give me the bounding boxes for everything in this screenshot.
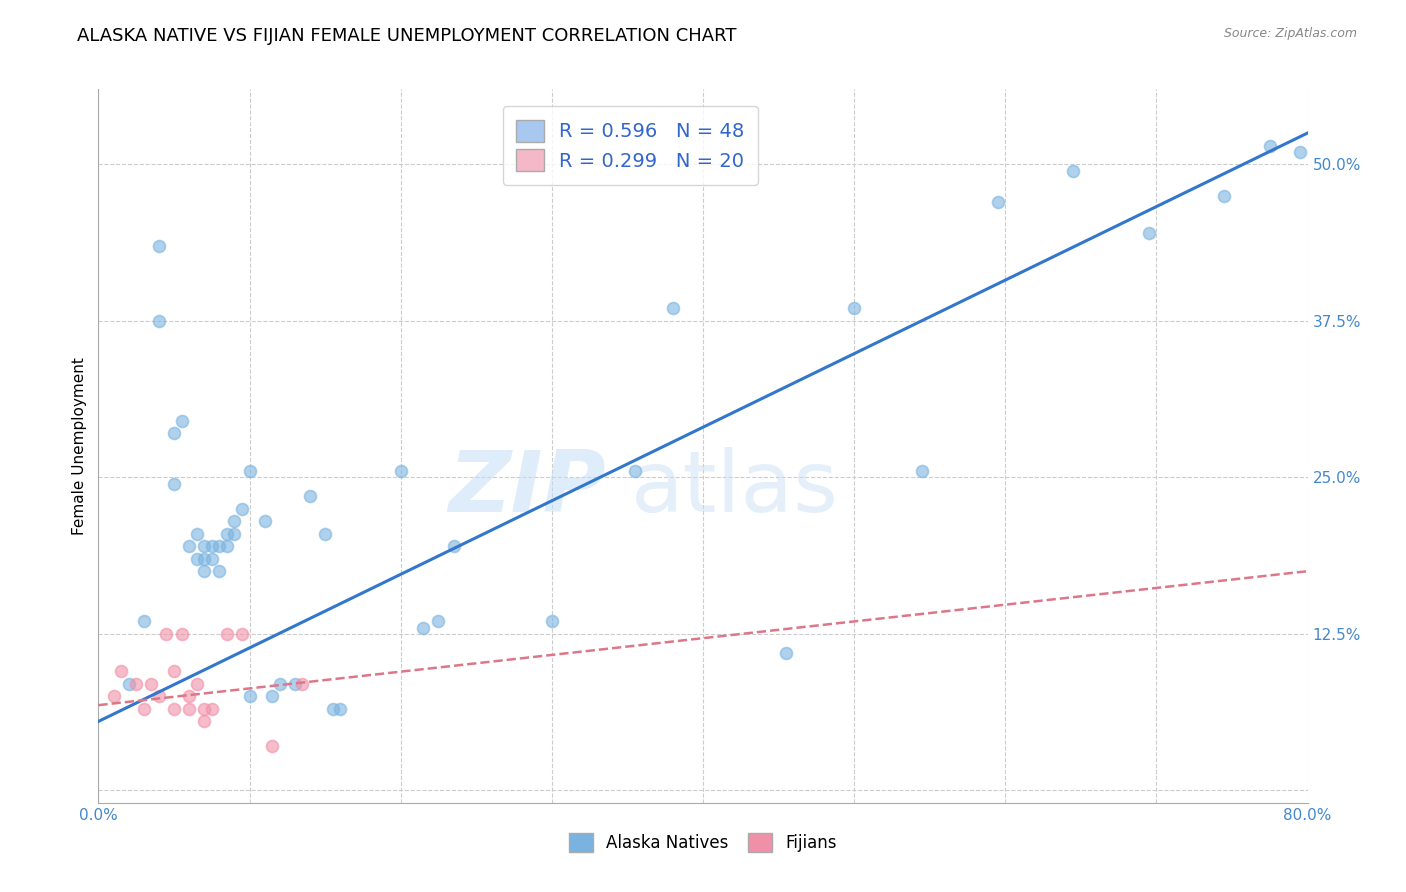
Point — [179, 539, 201, 553]
Point — [201, 702, 224, 716]
Point — [443, 539, 465, 553]
Point — [540, 614, 562, 628]
Y-axis label: Female Unemployment: Female Unemployment — [72, 357, 87, 535]
Point — [224, 526, 246, 541]
Point — [118, 677, 141, 691]
Point — [284, 677, 307, 691]
Text: ZIP: ZIP — [449, 447, 606, 531]
Point — [141, 677, 163, 691]
Point — [1062, 163, 1084, 178]
Point — [253, 514, 276, 528]
Point — [299, 489, 322, 503]
Point — [231, 627, 253, 641]
Point — [911, 464, 934, 478]
Point — [186, 551, 208, 566]
Point — [132, 614, 155, 628]
Point — [412, 621, 434, 635]
Point — [269, 677, 291, 691]
Point — [163, 665, 186, 679]
Point — [193, 564, 215, 578]
Point — [1289, 145, 1312, 159]
Point — [329, 702, 352, 716]
Point — [179, 702, 201, 716]
Point — [224, 514, 246, 528]
Point — [291, 677, 314, 691]
Point — [987, 194, 1010, 209]
Point — [148, 314, 170, 328]
Point — [125, 677, 148, 691]
Point — [215, 627, 238, 641]
Point — [170, 627, 193, 641]
Point — [314, 526, 336, 541]
Point — [148, 238, 170, 252]
Point — [186, 677, 208, 691]
Point — [193, 714, 215, 729]
Point — [148, 690, 170, 704]
Point — [624, 464, 647, 478]
Point — [193, 539, 215, 553]
Point — [163, 476, 186, 491]
Point — [132, 702, 155, 716]
Point — [163, 426, 186, 441]
Point — [110, 665, 132, 679]
Point — [262, 690, 284, 704]
Point — [215, 539, 238, 553]
Text: ALASKA NATIVE VS FIJIAN FEMALE UNEMPLOYMENT CORRELATION CHART: ALASKA NATIVE VS FIJIAN FEMALE UNEMPLOYM… — [77, 27, 737, 45]
Point — [661, 301, 683, 316]
Point — [389, 464, 412, 478]
Point — [844, 301, 866, 316]
Point — [215, 526, 238, 541]
Point — [427, 614, 450, 628]
Point — [163, 702, 186, 716]
Point — [1213, 188, 1236, 202]
Point — [208, 564, 231, 578]
Point — [179, 690, 201, 704]
Point — [239, 464, 262, 478]
Point — [193, 702, 215, 716]
Point — [322, 702, 344, 716]
Text: Source: ZipAtlas.com: Source: ZipAtlas.com — [1223, 27, 1357, 40]
Point — [1258, 138, 1281, 153]
Point — [170, 414, 193, 428]
Point — [231, 501, 253, 516]
Point — [262, 739, 284, 754]
Point — [201, 551, 224, 566]
Point — [1137, 226, 1160, 240]
Point — [201, 539, 224, 553]
Point — [155, 627, 177, 641]
Point — [239, 690, 262, 704]
Legend: Alaska Natives, Fijians: Alaska Natives, Fijians — [562, 826, 844, 859]
Text: atlas: atlas — [630, 447, 838, 531]
Point — [186, 526, 208, 541]
Point — [775, 646, 797, 660]
Point — [103, 690, 125, 704]
Point — [193, 551, 215, 566]
Point — [208, 539, 231, 553]
